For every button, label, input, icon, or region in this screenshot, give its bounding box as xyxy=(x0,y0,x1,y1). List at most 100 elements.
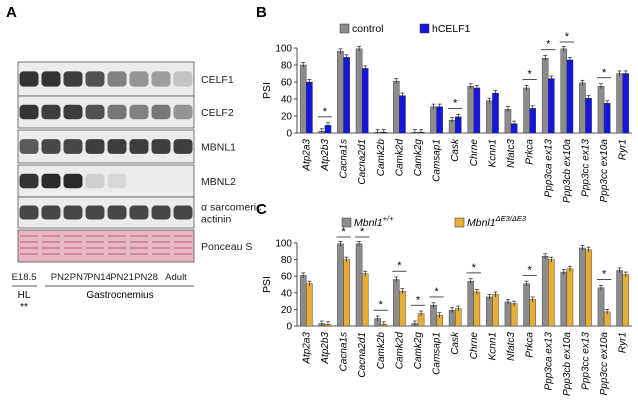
bar xyxy=(560,271,568,327)
bar xyxy=(597,287,605,327)
legend-label: Mbnl1+/+ xyxy=(354,214,394,229)
ponceau-stripe xyxy=(20,247,38,249)
blot-band xyxy=(63,104,83,120)
blot-band xyxy=(173,205,193,220)
x-tick-label: Prkca xyxy=(525,332,536,358)
lane-label: E18.5 xyxy=(12,272,37,283)
x-tick-label: Ppp3cb ex10a xyxy=(562,332,573,396)
ponceau-stripe xyxy=(174,235,192,237)
significance-star: * xyxy=(397,260,402,272)
y-tick-label: 100 xyxy=(275,44,292,55)
blot-band xyxy=(107,104,127,120)
bar xyxy=(566,268,574,327)
blot-band xyxy=(41,71,61,87)
ponceau-stripe xyxy=(20,235,38,237)
bar xyxy=(579,82,586,134)
bar xyxy=(337,243,344,327)
significance-star: * xyxy=(546,39,551,51)
x-tick-label: Atp2a3 xyxy=(301,332,312,365)
blot-label: Ponceau S xyxy=(201,241,252,253)
bar xyxy=(430,106,437,134)
bar xyxy=(454,308,462,327)
x-tick-label: Cacna1s xyxy=(339,332,350,371)
y-axis-label: PSI xyxy=(261,276,273,293)
significance-star: * xyxy=(527,68,532,80)
legend-label: Mbnl1ΔE3/ΔE3 xyxy=(467,214,527,229)
significance-star: * xyxy=(565,31,570,43)
group-label-hl: HL xyxy=(18,290,31,301)
x-tick-label: Atp2a3 xyxy=(301,139,312,172)
bar xyxy=(436,106,443,134)
lane-label: PN14 xyxy=(87,272,111,283)
y-tick-label: 60 xyxy=(281,272,293,283)
blot-band xyxy=(85,205,105,220)
bar xyxy=(541,256,549,327)
bar xyxy=(548,78,555,134)
bar xyxy=(529,299,536,327)
blot-row-6 xyxy=(17,229,195,263)
x-tick-label: Ryr1 xyxy=(618,332,629,353)
ponceau-stripe xyxy=(20,241,38,243)
x-tick-label: Cacna2d1 xyxy=(357,139,368,185)
blot-band xyxy=(173,71,193,87)
ponceau-stripe xyxy=(42,247,60,249)
x-tick-label: Cacna1s xyxy=(339,139,350,178)
x-tick-label: Chrne xyxy=(469,332,480,360)
bar xyxy=(523,87,530,134)
ponceau-stripe xyxy=(152,247,170,249)
y-tick-label: 80 xyxy=(281,61,293,72)
blot-label: CELF1 xyxy=(201,74,234,86)
ponceau-stripe xyxy=(42,235,60,237)
blot-band xyxy=(173,104,193,120)
y-tick-label: 80 xyxy=(281,255,293,266)
significance-star: * xyxy=(379,299,384,311)
chart-c: 0 20 40 60 80 100 PSI Atp2a3 Atp2b3 Cacna1s Cacna2… xyxy=(261,214,632,396)
bar xyxy=(510,303,518,327)
ponceau-stripe xyxy=(108,241,126,243)
blot-band xyxy=(151,71,171,87)
bar xyxy=(622,274,630,327)
blot-band xyxy=(129,71,149,87)
blot-band xyxy=(63,173,83,189)
blot-band xyxy=(107,205,127,220)
ponceau-stripe xyxy=(174,247,192,249)
ponceau-stripe xyxy=(64,235,82,237)
blot-label: CELF2 xyxy=(201,107,234,119)
legend-label: control xyxy=(352,23,384,35)
ponceau-stripe xyxy=(108,235,126,237)
bar xyxy=(486,296,493,327)
x-tick-label: Camsap1 xyxy=(432,332,443,375)
significance-star: * xyxy=(602,269,607,281)
bar xyxy=(306,81,313,134)
x-tick-label: Ppp3ca ex13 xyxy=(543,332,554,391)
blot-band xyxy=(85,104,105,120)
bar xyxy=(393,279,400,327)
bar xyxy=(430,305,437,327)
significance-star: * xyxy=(341,226,346,238)
y-tick-label: 0 xyxy=(286,322,292,333)
ponceau-stripe xyxy=(64,247,82,249)
x-tick-label: Camk2d xyxy=(394,139,405,177)
significance-star: * xyxy=(434,286,439,298)
x-tick-label: Chrne xyxy=(469,139,480,167)
blot-band xyxy=(151,205,171,220)
x-tick-label: Cask xyxy=(450,138,461,162)
y-tick-label: 0 xyxy=(286,129,292,140)
x-tick-label: Ppp3cb ex10a xyxy=(562,139,573,203)
legend-label: hCELF1 xyxy=(432,23,471,35)
bar xyxy=(361,273,369,327)
x-tick-label: Camk2g xyxy=(413,139,424,177)
blot-label: α sarcomeric xyxy=(201,202,261,214)
blot-band xyxy=(19,71,39,87)
chart-b: 0 20 40 60 80 100 PSI Atp2a3 Atp2b3 Cacna1s Cacna2… xyxy=(261,23,632,203)
lane-label: PN28 xyxy=(134,272,158,283)
bar xyxy=(343,57,350,134)
blot-band xyxy=(107,173,127,189)
bar xyxy=(523,283,530,327)
y-tick-label: 40 xyxy=(281,288,293,299)
x-tick-label: Ppp3cc ex13 xyxy=(580,332,591,390)
x-tick-label: Ppp3cc ex13 xyxy=(580,139,591,197)
ponceau-stripe xyxy=(152,253,170,255)
bar xyxy=(492,294,499,327)
